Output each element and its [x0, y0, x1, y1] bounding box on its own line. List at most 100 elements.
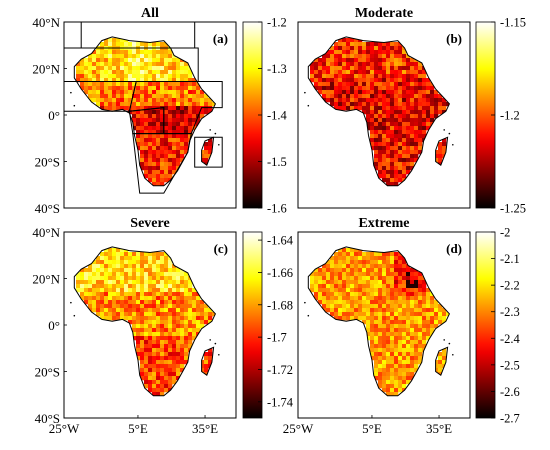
grid-cell [140, 150, 145, 155]
grid-cell [326, 280, 331, 285]
grid-cell [374, 376, 379, 381]
grid-cell [108, 260, 113, 265]
grid-cell [334, 264, 339, 269]
grid-cell [390, 150, 395, 155]
island-dot [70, 91, 72, 94]
grid-cell [414, 86, 419, 91]
grid-cell [156, 376, 161, 381]
grid-cell [104, 82, 109, 87]
grid-cell [430, 114, 435, 119]
grid-cell [310, 74, 315, 79]
grid-cell [104, 50, 109, 55]
grid-cell [386, 78, 391, 83]
grid-cell [124, 82, 129, 87]
grid-cell [358, 98, 363, 103]
grid-cell [442, 352, 447, 357]
grid-cell [406, 292, 411, 297]
grid-cell [148, 284, 153, 289]
grid-cell [382, 122, 387, 127]
grid-cell [382, 364, 387, 369]
island-dot [209, 339, 211, 341]
map-panel: Severe(c)40°N20°N0°20°S40°S25°W 5°E 35°E-1… [32, 216, 293, 436]
grid-cell [426, 110, 431, 115]
grid-cell [378, 158, 383, 163]
grid-cell [152, 134, 157, 139]
grid-cell [394, 264, 399, 269]
grid-cell [326, 308, 331, 313]
grid-cell [402, 134, 407, 139]
grid-cell [358, 46, 363, 51]
grid-cell [132, 284, 137, 289]
grid-cell [164, 150, 169, 155]
grid-cell [414, 328, 419, 333]
grid-cell [334, 54, 339, 59]
grid-cell [88, 304, 93, 309]
grid-cell [100, 260, 105, 265]
grid-cell [132, 70, 137, 75]
grid-cell [108, 82, 113, 87]
grid-cell [362, 90, 367, 95]
grid-cell [200, 320, 205, 325]
grid-cell [184, 328, 189, 333]
grid-cell [374, 54, 379, 59]
grid-cell [406, 296, 411, 301]
grid-cell [180, 276, 185, 281]
grid-cell [366, 316, 371, 321]
grid-cell [366, 260, 371, 265]
grid-cell [196, 324, 201, 329]
grid-cell [434, 158, 439, 163]
grid-cell [414, 154, 419, 159]
grid-cell [148, 268, 153, 273]
grid-cell [338, 288, 343, 293]
grid-cell [168, 94, 173, 99]
grid-cell [406, 154, 411, 159]
grid-cell [418, 312, 423, 317]
grid-cell [152, 296, 157, 301]
grid-cell [378, 114, 383, 119]
grid-cell [152, 316, 157, 321]
grid-cell [366, 102, 371, 107]
grid-cell [120, 42, 125, 47]
grid-cell [374, 280, 379, 285]
grid-cell [362, 312, 367, 317]
grid-cell [358, 312, 363, 317]
grid-cell [124, 94, 129, 99]
grid-cell [390, 348, 395, 353]
grid-cell [192, 316, 197, 321]
grid-cell [88, 280, 93, 285]
island-dot [218, 143, 220, 146]
grid-cell [140, 292, 145, 297]
grid-cell [136, 352, 141, 357]
grid-cell [434, 364, 439, 369]
grid-cell [120, 300, 125, 305]
grid-cell [140, 276, 145, 281]
grid-cell [184, 78, 189, 83]
grid-cell [188, 98, 193, 103]
grid-cell [394, 320, 399, 325]
grid-cell [406, 364, 411, 369]
grid-cell [132, 94, 137, 99]
grid-cell [168, 138, 173, 143]
grid-cell [350, 62, 355, 67]
grid-cell [156, 368, 161, 373]
grid-cell [398, 82, 403, 87]
grid-cell [104, 288, 109, 293]
grid-cell [378, 118, 383, 123]
grid-cell [80, 280, 85, 285]
grid-cell [152, 332, 157, 337]
grid-cell [394, 340, 399, 345]
grid-cell [402, 106, 407, 111]
grid-cell [180, 304, 185, 309]
grid-cell [160, 288, 165, 293]
grid-cell [172, 142, 177, 147]
colorbar-tick-label: -1.66 [267, 266, 293, 280]
grid-cell [382, 256, 387, 261]
grid-cell [148, 340, 153, 345]
grid-cell [140, 106, 145, 111]
grid-cell [156, 284, 161, 289]
grid-cell [128, 74, 133, 79]
grid-cell [422, 114, 427, 119]
grid-cell [88, 296, 93, 301]
grid-cell [426, 94, 431, 99]
grid-cell [180, 70, 185, 75]
